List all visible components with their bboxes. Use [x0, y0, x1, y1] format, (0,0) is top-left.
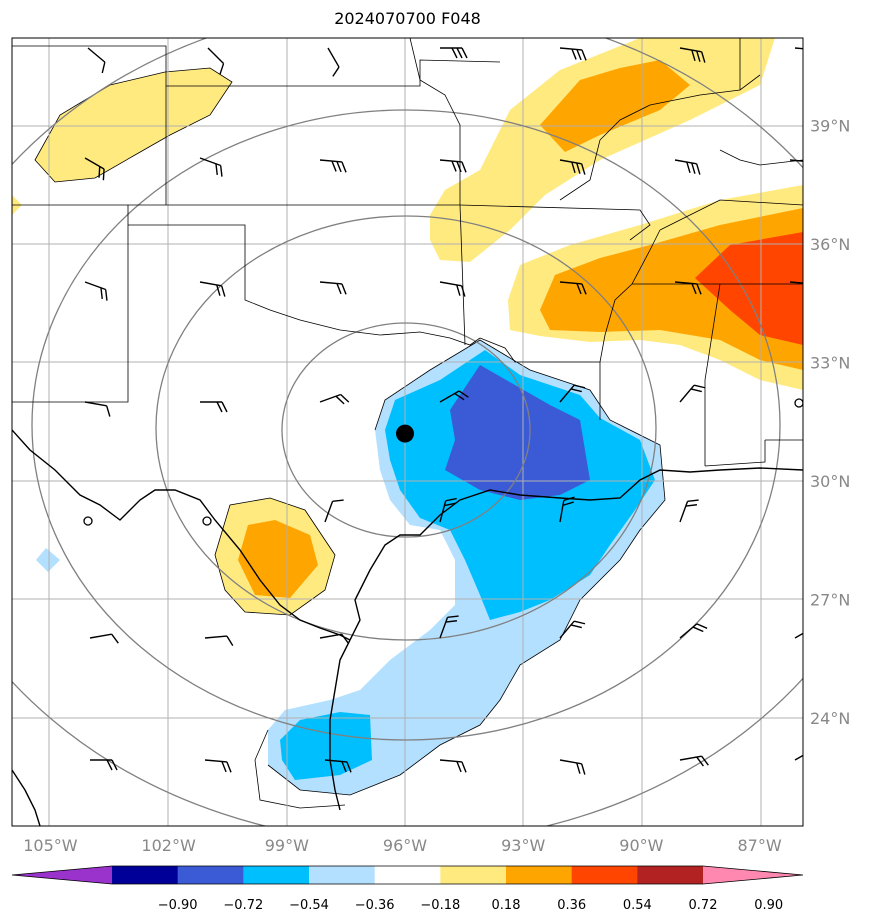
colorbar-tick-label: −0.18	[420, 898, 460, 913]
lon-label: 96°W	[383, 836, 427, 855]
range-rings	[12, 38, 803, 826]
map-title: 2024070700 F048	[334, 9, 481, 28]
latitude-labels: 39°N 36°N 33°N 30°N 27°N 24°N	[810, 117, 850, 729]
colorbar-tick-label: 0.36	[557, 898, 586, 913]
wind-barb	[559, 47, 587, 61]
lat-label: 36°N	[810, 235, 850, 254]
wind-barb	[789, 281, 803, 285]
wind-barb	[794, 626, 803, 639]
colorbar-segment	[506, 866, 573, 884]
lat-label: 39°N	[810, 117, 850, 136]
wind-barb	[204, 759, 232, 773]
colorbar-extend-low	[12, 866, 112, 884]
colorbar-tick-label: 0.54	[623, 898, 652, 913]
colorbar-tick-label: 0.90	[754, 898, 783, 913]
wind-barb	[439, 390, 469, 403]
colorbar-tick-label: 0.18	[492, 898, 521, 913]
colorbar-segment	[309, 866, 376, 884]
wind-barb	[200, 401, 228, 413]
wind-barb	[559, 281, 587, 295]
coastlines	[12, 429, 803, 826]
longitude-labels: 105°W 102°W 99°W 96°W 93°W 90°W 87°W	[23, 836, 782, 855]
wind-barb	[794, 748, 803, 761]
wind-barb	[199, 157, 223, 177]
wind-barb	[439, 281, 466, 297]
wind-barb	[440, 47, 468, 59]
lon-label: 93°W	[501, 836, 545, 855]
map-area	[12, 38, 803, 826]
wind-barb	[679, 499, 699, 523]
colorbar-tick-label: −0.90	[158, 898, 198, 913]
storm-center-marker	[396, 424, 414, 443]
wind-barb	[439, 497, 457, 523]
lon-label: 90°W	[619, 836, 663, 855]
wind-barb	[439, 759, 467, 773]
wind-barb	[679, 623, 708, 639]
positive-anomaly-fill	[12, 38, 803, 615]
wind-barb	[679, 47, 706, 63]
wind-barb	[327, 47, 340, 77]
lake-marker	[794, 398, 803, 408]
wind-barb	[789, 159, 803, 163]
wind-barb	[84, 281, 108, 301]
wind-barb	[674, 159, 701, 175]
wind-barbs	[84, 47, 803, 775]
colorbar-segment	[440, 866, 507, 884]
map-frame	[11, 37, 804, 827]
colorbar-tick-label: −0.54	[289, 898, 329, 913]
wind-barb	[439, 615, 459, 639]
colorbar-tick-label: 0.72	[689, 898, 718, 913]
wind-barb	[324, 499, 344, 523]
lake-marker	[83, 516, 93, 526]
wind-barb	[207, 47, 225, 75]
wind-barb	[559, 496, 575, 523]
wind-barb	[84, 157, 105, 181]
wind-barb	[559, 620, 586, 639]
colorbar: −0.90 −0.72 −0.54 −0.36 −0.18 0.18 0.36 0.54 0.7…	[11, 865, 804, 913]
wind-barb	[89, 633, 119, 644]
wind-barb	[674, 281, 702, 295]
wind-barb	[199, 281, 226, 297]
wind-barb	[319, 281, 347, 295]
wind-barb	[679, 384, 706, 403]
lon-label: 99°W	[265, 836, 309, 855]
wind-barb	[559, 384, 586, 403]
colorbar-segment	[374, 866, 441, 884]
colorbar-extend-high	[703, 866, 803, 884]
lake-marker	[202, 516, 212, 526]
colorbar-segment	[637, 866, 704, 884]
wind-barb	[439, 159, 467, 173]
colorbar-tick-label: −0.36	[355, 898, 395, 913]
wind-barb	[90, 759, 118, 771]
negative-anomaly-fill	[36, 340, 665, 795]
lat-label: 24°N	[810, 709, 850, 728]
colorbar-segment	[112, 866, 179, 884]
wind-barb	[559, 159, 586, 175]
wind-barb	[794, 47, 803, 51]
lon-label: 105°W	[23, 836, 78, 855]
political-boundaries	[12, 38, 803, 467]
wind-barb	[87, 47, 106, 74]
lat-label: 27°N	[810, 591, 850, 610]
colorbar-segment	[177, 866, 244, 884]
wind-barb	[319, 393, 350, 405]
lat-label: 30°N	[810, 472, 850, 491]
lon-label: 102°W	[141, 836, 196, 855]
wind-barb	[679, 755, 709, 767]
wind-barb	[319, 633, 349, 644]
colorbar-segment	[571, 866, 638, 884]
colorbar-segment	[243, 866, 310, 884]
wind-barb	[204, 635, 234, 646]
wind-barb	[324, 759, 352, 773]
lat-label: 33°N	[810, 354, 850, 373]
wind-barb	[84, 401, 111, 417]
wind-barb	[559, 759, 586, 775]
wind-barb	[319, 159, 347, 173]
lon-label: 87°W	[738, 836, 782, 855]
colorbar-tick-label: −0.72	[223, 898, 263, 913]
